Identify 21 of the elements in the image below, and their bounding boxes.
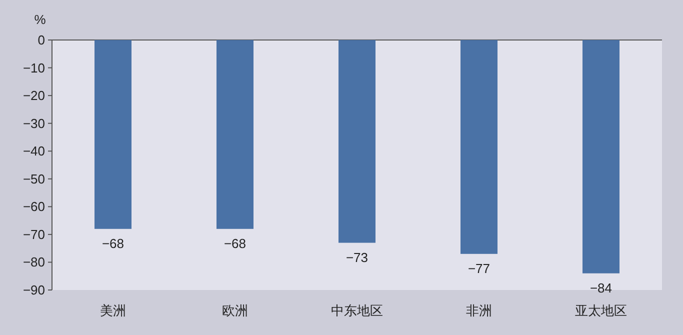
x-tick-label: 非洲	[466, 303, 492, 318]
y-tick-label: −30	[22, 116, 45, 131]
y-tick-label: −20	[22, 88, 45, 104]
y-tick-label: −50	[22, 171, 45, 186]
data-label: −73	[346, 250, 368, 265]
x-tick-label: 亚太地区	[575, 303, 627, 318]
y-tick-label: −40	[22, 144, 45, 159]
x-tick-label: 中东地区	[331, 303, 383, 318]
data-label: −68	[102, 236, 124, 251]
y-tick-label: −80	[22, 254, 45, 270]
y-axis-title: %	[34, 12, 46, 27]
y-tick-label: −90	[22, 282, 45, 298]
y-tick-label: −60	[22, 199, 45, 214]
y-tick-label: 0	[38, 32, 45, 48]
x-tick-label: 美洲	[100, 303, 126, 318]
data-label: −68	[224, 236, 246, 251]
x-tick-label: 欧洲	[222, 303, 248, 318]
data-label: −84	[590, 280, 612, 296]
y-tick-label: −10	[22, 60, 45, 76]
data-label: −77	[468, 260, 490, 276]
y-tick-label: −70	[22, 226, 45, 242]
